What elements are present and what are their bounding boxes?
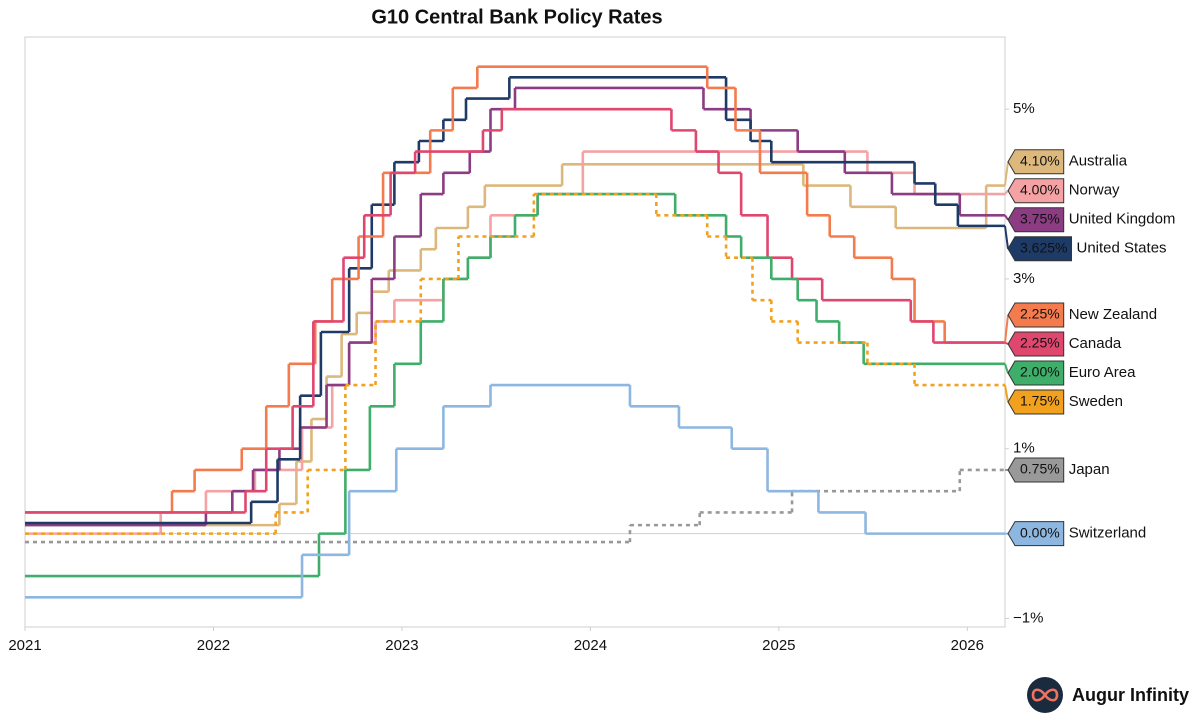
series-name: Norway bbox=[1069, 182, 1120, 199]
end-label: 1.75% Sweden bbox=[1004, 384, 1123, 415]
brand-name: Augur Infinity bbox=[1072, 685, 1189, 705]
end-label: 2.25% Canada bbox=[1004, 331, 1122, 357]
value-label: 2.25% bbox=[1020, 335, 1060, 351]
end-label: 3.625% United States bbox=[1004, 225, 1167, 262]
end-label: 2.00% Euro Area bbox=[1004, 360, 1136, 386]
label-box bbox=[1007, 521, 1065, 547]
label-connector bbox=[1004, 225, 1009, 249]
series-name: Canada bbox=[1069, 335, 1122, 352]
end-label: 0.75% Japan bbox=[1005, 457, 1110, 483]
series-name: Sweden bbox=[1069, 393, 1123, 410]
y-tick-label: −1% bbox=[1013, 609, 1043, 626]
plot-frame bbox=[24, 36, 1006, 628]
label-box bbox=[1007, 331, 1065, 357]
end-label: 2.25% New Zealand bbox=[1004, 302, 1157, 343]
x-tick-label: 2026 bbox=[951, 637, 984, 654]
label-box bbox=[1007, 360, 1065, 386]
label-box bbox=[1007, 236, 1072, 262]
end-label: 0.00% Switzerland bbox=[1005, 521, 1147, 547]
label-box bbox=[1007, 149, 1065, 175]
label-box bbox=[1007, 457, 1065, 483]
value-label: 0.00% bbox=[1020, 524, 1060, 540]
label-box bbox=[1007, 389, 1065, 415]
y-tick-label: 1% bbox=[1013, 440, 1035, 457]
step-riser bbox=[170, 66, 946, 513]
end-label: 4.10% Australia bbox=[1004, 149, 1128, 186]
step-riser bbox=[300, 385, 867, 598]
x-tick-label: 2022 bbox=[197, 637, 230, 654]
step-riser bbox=[274, 194, 916, 534]
series-name: New Zealand bbox=[1069, 306, 1157, 323]
label-box bbox=[1007, 178, 1065, 204]
step-riser bbox=[244, 109, 935, 513]
chart-title: G10 Central Bank Policy Rates bbox=[371, 6, 662, 28]
series bbox=[25, 468, 1005, 544]
value-label: 0.75% bbox=[1020, 461, 1060, 477]
series-name: Switzerland bbox=[1069, 525, 1147, 542]
x-tick-label: 2021 bbox=[8, 637, 41, 654]
label-connector bbox=[1004, 384, 1009, 403]
step-riser bbox=[628, 469, 962, 543]
series bbox=[25, 65, 1005, 514]
value-label: 4.00% bbox=[1020, 181, 1060, 197]
series-name: United Kingdom bbox=[1069, 211, 1176, 228]
value-label: 1.75% bbox=[1020, 393, 1060, 409]
label-connector bbox=[1004, 363, 1009, 374]
value-label: 2.00% bbox=[1020, 364, 1060, 380]
value-label: 3.75% bbox=[1020, 210, 1060, 226]
y-tick-label: 5% bbox=[1013, 100, 1035, 117]
brand-logo bbox=[1027, 677, 1063, 713]
series bbox=[25, 192, 1005, 535]
label-connector bbox=[1004, 214, 1009, 221]
value-label: 2.25% bbox=[1020, 306, 1060, 322]
value-label: 4.10% bbox=[1020, 152, 1060, 168]
label-box bbox=[1007, 302, 1065, 328]
x-tick-label: 2025 bbox=[762, 637, 795, 654]
series bbox=[25, 383, 1005, 599]
series bbox=[25, 107, 1005, 514]
series-name: Australia bbox=[1069, 153, 1128, 170]
value-label: 3.625% bbox=[1020, 239, 1067, 255]
series bbox=[25, 86, 1005, 527]
end-label: 3.75% United Kingdom bbox=[1004, 207, 1176, 233]
series-name: United States bbox=[1076, 240, 1166, 257]
series-name: Euro Area bbox=[1069, 364, 1136, 381]
series-name: Japan bbox=[1069, 461, 1110, 478]
label-connector bbox=[1004, 341, 1009, 345]
label-connector bbox=[1004, 314, 1009, 343]
label-connector bbox=[1004, 190, 1009, 195]
y-tick-label: 3% bbox=[1013, 270, 1035, 287]
step-riser bbox=[278, 164, 988, 526]
x-tick-label: 2024 bbox=[574, 637, 607, 654]
end-label: 4.00% Norway bbox=[1004, 178, 1120, 204]
label-box bbox=[1007, 207, 1065, 233]
x-tick-label: 2023 bbox=[385, 637, 418, 654]
label-connector bbox=[1004, 161, 1009, 186]
